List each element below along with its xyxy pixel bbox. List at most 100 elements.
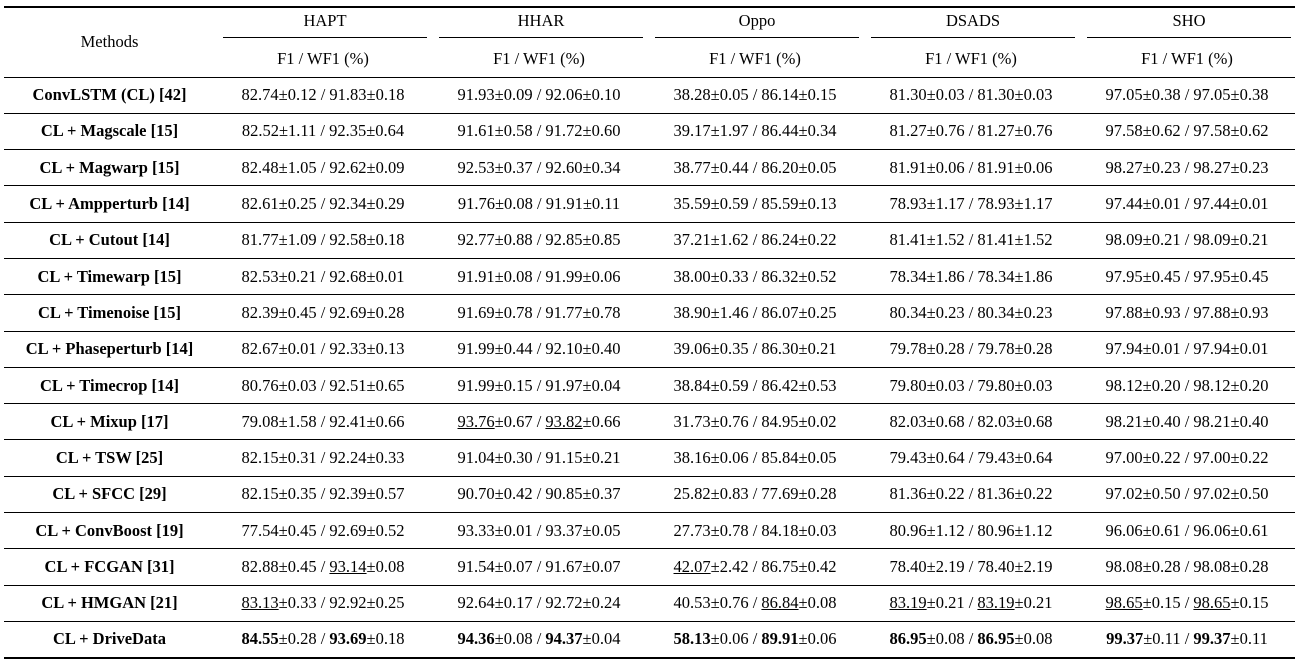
wf1-std: ±0.52 <box>366 520 405 540</box>
wf1-value: 79.78 <box>977 339 1015 359</box>
f1-value: 98.27 <box>1105 157 1143 177</box>
wf1-value: 86.32 <box>761 266 799 286</box>
f1-std: ±0.25 <box>278 194 317 214</box>
f1-std: ±0.06 <box>926 157 965 177</box>
separator: / <box>316 484 330 504</box>
f1-value: 79.80 <box>889 375 927 395</box>
wf1-std: ±0.15 <box>1230 593 1269 613</box>
f1-std: ±0.17 <box>494 593 533 613</box>
wf1-value: 91.91 <box>545 194 583 214</box>
wf1-std: ±0.22 <box>1230 448 1269 468</box>
wf1-std: ±0.15 <box>798 85 837 105</box>
score-cell: 93.76±0.67 / 93.82±0.66 <box>431 404 647 440</box>
f1-std: ±0.01 <box>494 520 533 540</box>
f1-value: 82.52 <box>241 121 279 141</box>
separator: / <box>748 375 762 395</box>
f1-std: ±0.20 <box>1142 375 1181 395</box>
score-cell: 97.58±0.62 / 97.58±0.62 <box>1079 113 1295 149</box>
f1-value: 97.00 <box>1105 448 1143 468</box>
wf1-std: ±0.40 <box>1230 411 1269 431</box>
table-row: ConvLSTM (CL) [42] 82.74±0.12 / 91.83±0.1… <box>4 77 1295 113</box>
separator: / <box>964 302 978 322</box>
separator: / <box>1180 194 1194 214</box>
score-cell: 99.37±0.11 / 99.37±0.11 <box>1079 621 1295 657</box>
wf1-value: 86.07 <box>761 302 799 322</box>
separator: / <box>1180 411 1194 431</box>
wf1-std: ±0.50 <box>1230 484 1269 504</box>
score-cell: 80.96±1.12 / 80.96±1.12 <box>863 513 1079 549</box>
wf1-value: 92.62 <box>329 157 367 177</box>
score-cell: 82.39±0.45 / 92.69±0.28 <box>215 295 431 331</box>
f1-std: ±0.12 <box>278 85 317 105</box>
f1-std: ±0.15 <box>494 375 533 395</box>
separator: / <box>316 230 330 250</box>
separator: / <box>748 266 762 286</box>
f1-std: ±1.62 <box>710 230 749 250</box>
score-cell: 97.05±0.38 / 97.05±0.38 <box>1079 77 1295 113</box>
f1-value: 82.03 <box>889 411 927 431</box>
wf1-std: ±0.07 <box>582 557 621 576</box>
wf1-std: ±0.21 <box>582 448 621 468</box>
f1-value: 91.91 <box>457 266 495 286</box>
f1-std: ±2.42 <box>710 557 749 576</box>
metric-header: F1 / WF1 (%) <box>493 48 585 68</box>
wf1-std: ±0.18 <box>366 629 405 649</box>
wf1-value: 89.91 <box>761 629 799 649</box>
wf1-value: 92.58 <box>329 230 367 250</box>
wf1-std: ±0.21 <box>1014 593 1053 613</box>
f1-std: ±0.21 <box>278 266 317 286</box>
separator: / <box>748 520 762 540</box>
table-row: CL + Timecrop [14] 80.76±0.03 / 92.51±0.6… <box>4 367 1295 403</box>
f1-value: 81.41 <box>889 230 927 250</box>
f1-std: ±0.21 <box>926 593 965 613</box>
f1-std: ±0.61 <box>1142 520 1181 540</box>
wf1-std: ±0.18 <box>366 85 405 105</box>
f1-value: 25.82 <box>673 484 711 504</box>
f1-value: 84.55 <box>241 629 279 649</box>
method-cell: CL + FCGAN [31] <box>44 557 175 576</box>
wf1-std: ±0.28 <box>366 302 405 322</box>
wf1-value: 92.10 <box>545 339 583 359</box>
score-cell: 81.41±1.52 / 81.41±1.52 <box>863 222 1079 258</box>
f1-std: ±2.19 <box>926 557 965 576</box>
f1-std: ±0.30 <box>494 448 533 468</box>
separator: / <box>964 85 978 105</box>
f1-std: ±0.28 <box>278 629 317 649</box>
f1-std: ±0.03 <box>278 375 317 395</box>
wf1-std: ±0.25 <box>798 302 837 322</box>
wf1-std: ±0.05 <box>582 520 621 540</box>
score-cell: 82.67±0.01 / 92.33±0.13 <box>215 331 431 367</box>
wf1-value: 85.84 <box>761 448 799 468</box>
f1-value: 83.19 <box>889 593 927 613</box>
score-cell: 82.74±0.12 / 91.83±0.18 <box>215 77 431 113</box>
separator: / <box>1180 520 1194 540</box>
score-cell: 38.84±0.59 / 86.42±0.53 <box>647 367 863 403</box>
wf1-std: ±0.18 <box>366 230 405 250</box>
score-cell: 79.80±0.03 / 79.80±0.03 <box>863 367 1079 403</box>
wf1-value: 92.68 <box>329 266 367 286</box>
score-cell: 38.90±1.46 / 86.07±0.25 <box>647 295 863 331</box>
f1-value: 42.07 <box>673 557 711 576</box>
wf1-std: ±0.37 <box>582 484 621 504</box>
wf1-value: 98.09 <box>1193 230 1231 250</box>
header-row-metrics: F1 / WF1 (%) F1 / WF1 (%) F1 / WF1 (%) F… <box>4 41 1295 77</box>
dataset-label: SHO <box>1087 11 1291 38</box>
wf1-value: 86.75 <box>761 557 799 576</box>
f1-value: 35.59 <box>673 194 711 214</box>
dataset-header-hapt: HAPT <box>215 7 431 41</box>
wf1-value: 97.05 <box>1193 85 1231 105</box>
wf1-std: ±0.62 <box>1230 121 1269 141</box>
wf1-std: ±0.03 <box>798 520 837 540</box>
score-cell: 79.78±0.28 / 79.78±0.28 <box>863 331 1079 367</box>
f1-std: ±0.03 <box>926 375 965 395</box>
separator: / <box>316 339 330 359</box>
wf1-std: ±0.20 <box>1230 375 1269 395</box>
f1-value: 96.06 <box>1105 520 1143 540</box>
f1-value: 97.95 <box>1105 266 1143 286</box>
f1-value: 78.93 <box>889 194 927 214</box>
wf1-value: 92.92 <box>329 593 367 613</box>
wf1-value: 97.00 <box>1193 448 1231 468</box>
wf1-std: ±2.19 <box>1014 557 1053 576</box>
f1-std: ±0.22 <box>926 484 965 504</box>
separator: / <box>748 121 762 141</box>
